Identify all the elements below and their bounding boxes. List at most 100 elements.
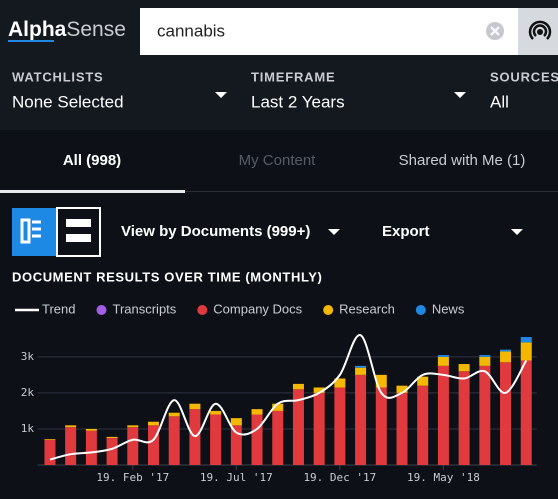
bar-segment <box>230 425 242 465</box>
tab[interactable]: Shared with Me (1) <box>399 152 526 169</box>
y-tick-label: 2k <box>21 386 35 399</box>
filter-value[interactable]: None Selected <box>12 92 124 111</box>
bar-segment <box>375 374 387 388</box>
bar-segment <box>458 364 470 372</box>
dropdown-arrow <box>454 92 466 98</box>
bar-segment <box>127 427 139 465</box>
bar-segment <box>500 362 512 465</box>
bar-segment <box>355 374 367 465</box>
bar-segment <box>500 349 512 352</box>
legend-label[interactable]: Company Docs <box>213 301 302 316</box>
logo-light: Sense <box>66 18 126 41</box>
bar-segment <box>437 355 449 357</box>
bar-segment <box>479 355 491 357</box>
bar-segment <box>437 356 449 366</box>
bar-segment <box>85 428 97 431</box>
bar-segment <box>251 414 263 465</box>
bar-segment <box>292 389 304 465</box>
chart-title: DOCUMENT RESULTS OVER TIME (MONTHLY) <box>12 269 323 284</box>
bar-segment <box>210 414 222 465</box>
alerts-icon <box>537 29 543 35</box>
dropdown-arrow <box>511 229 523 235</box>
bar-segment <box>106 437 118 465</box>
bar-segment <box>106 436 118 438</box>
bar-segment <box>44 439 56 440</box>
trend-line <box>49 334 528 461</box>
bar-segment <box>210 410 222 415</box>
bar-segment <box>334 387 346 465</box>
bar-segment <box>417 385 429 465</box>
clear-icon <box>490 26 500 36</box>
filter-value[interactable]: All <box>490 92 509 111</box>
tab-indicator <box>0 190 185 193</box>
bar-segment <box>292 383 304 390</box>
tab[interactable]: My Content <box>239 152 317 169</box>
bar-segment <box>85 430 97 465</box>
bar-segment <box>334 378 346 388</box>
bar-segment <box>396 392 408 465</box>
bar-segment <box>147 421 159 426</box>
bar-segment <box>272 410 284 465</box>
legend-marker <box>197 305 208 315</box>
bar-segment <box>375 387 387 465</box>
logo-underline <box>8 40 54 42</box>
bar-segment <box>417 376 429 386</box>
x-tick-label: 19. Feb '17 <box>96 471 169 484</box>
bar-segment <box>355 365 367 368</box>
bar-segment <box>44 439 56 465</box>
legend-label[interactable]: News <box>432 301 465 316</box>
list-view-button[interactable] <box>12 208 57 256</box>
dropdown-arrow <box>328 229 340 235</box>
bar-segment <box>313 392 325 465</box>
bar-segment <box>65 425 77 428</box>
bar-segment <box>437 365 449 465</box>
export-dropdown[interactable]: Export <box>382 223 430 240</box>
plot: 1k 2k 3k 19. Feb '17 19. Jul '17 19. Dec '17 1… <box>21 334 537 484</box>
filter-label: TIMEFRAME <box>251 69 335 84</box>
bar-segment <box>520 337 532 343</box>
bar-segment <box>520 342 532 361</box>
logo: AlphaSense <box>8 18 126 41</box>
x-tick-label: 19. Jul '17 <box>200 471 273 484</box>
legend-marker <box>96 305 107 315</box>
grid-view-icon <box>66 219 91 242</box>
y-tick-label: 1k <box>21 422 35 435</box>
bar-segment <box>458 371 470 465</box>
y-tick-label: 3k <box>21 350 35 363</box>
legend-label[interactable]: Transcripts <box>112 301 176 316</box>
bar-segment <box>168 416 180 465</box>
bar-segment <box>313 387 325 393</box>
search-box[interactable] <box>140 8 518 55</box>
bar-segment <box>251 409 263 415</box>
bar-segment <box>479 365 491 465</box>
legend-marker <box>415 305 426 315</box>
grid-view-button[interactable] <box>56 207 101 257</box>
dropdown-arrow <box>215 92 227 98</box>
bar-segment <box>479 356 491 366</box>
legend-label[interactable]: Research <box>339 301 395 316</box>
tab-divider <box>0 191 558 192</box>
bar-segment <box>355 367 367 375</box>
search-text: cannabis <box>157 21 225 40</box>
bar-segment <box>520 360 532 465</box>
x-tick-label: 19. May '18 <box>407 471 480 484</box>
bar-segment <box>168 412 180 417</box>
bar-segment <box>127 425 139 428</box>
logo-bold: Alpha <box>8 18 67 41</box>
list-view-icon <box>20 218 41 244</box>
legend: Trend Transcripts Company Docs Research News <box>15 301 465 316</box>
tab[interactable]: All (998) <box>63 152 121 169</box>
bar-segment <box>230 418 242 426</box>
x-tick-label: 19. Dec '17 <box>303 471 376 484</box>
view-dropdown[interactable]: View by Documents (999+) <box>121 223 310 240</box>
bar-segment <box>189 403 201 410</box>
filter-label: SOURCES <box>490 69 558 84</box>
bar-segment <box>65 427 77 465</box>
filter-value[interactable]: Last 2 Years <box>251 92 345 111</box>
bar-segment <box>500 351 512 363</box>
alerts-icon-waves <box>528 20 552 40</box>
legend-label[interactable]: Trend <box>42 301 75 316</box>
legend-marker <box>323 305 334 315</box>
filters: WATCHLISTS None Selected TIMEFRAME Last 2 Y… <box>12 69 558 111</box>
